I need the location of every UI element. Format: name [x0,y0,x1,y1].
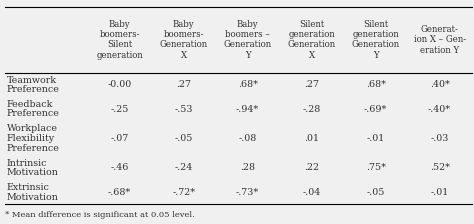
Text: Baby
boomers-
Generation
X: Baby boomers- Generation X [160,20,208,60]
Text: Silent
generation
Generation
X: Silent generation Generation X [288,20,336,60]
Text: Generat-
ion X – Gen-
eration Y: Generat- ion X – Gen- eration Y [414,25,465,55]
Text: -.24: -.24 [174,164,193,172]
Text: .68*: .68* [365,80,386,89]
Text: .27: .27 [176,80,191,89]
Text: -.40*: -.40* [428,105,451,114]
Text: -.69*: -.69* [364,105,387,114]
Text: .28: .28 [240,164,255,172]
Text: -.53: -.53 [174,105,193,114]
Text: Feedback
Preference: Feedback Preference [7,100,60,118]
Text: .40*: .40* [430,80,449,89]
Text: Silent
generation
Generation
Y: Silent generation Generation Y [352,20,400,60]
Text: Teamwork
Preference: Teamwork Preference [7,75,60,94]
Text: .68*: .68* [237,80,258,89]
Text: -.03: -.03 [430,134,449,143]
Text: -.73*: -.73* [236,188,259,197]
Text: -.05: -.05 [174,134,193,143]
Text: Intrinsic
Motivation: Intrinsic Motivation [7,159,58,177]
Text: -.01: -.01 [366,134,385,143]
Text: -.07: -.07 [110,134,129,143]
Text: .01: .01 [304,134,319,143]
Text: -.46: -.46 [110,164,129,172]
Text: -.94*: -.94* [236,105,259,114]
Text: .22: .22 [304,164,319,172]
Text: Baby
boomers –
Generation
Y: Baby boomers – Generation Y [224,20,272,60]
Text: -.72*: -.72* [172,188,195,197]
Text: * Mean difference is significant at 0.05 level.: * Mean difference is significant at 0.05… [5,211,194,219]
Text: -.28: -.28 [302,105,321,114]
Text: -.25: -.25 [110,105,129,114]
Text: -.08: -.08 [238,134,257,143]
Text: -.05: -.05 [366,188,385,197]
Text: -.01: -.01 [430,188,449,197]
Text: -0.00: -0.00 [108,80,132,89]
Text: .27: .27 [304,80,319,89]
Text: .75*: .75* [365,164,386,172]
Text: -.68*: -.68* [108,188,131,197]
Text: .52*: .52* [429,164,450,172]
Text: Extrinsic
Motivation: Extrinsic Motivation [7,183,58,202]
Text: -.04: -.04 [302,188,321,197]
Text: Baby
boomers-
Silent
generation: Baby boomers- Silent generation [96,20,143,60]
Text: Workplace
Flexibility
Preference: Workplace Flexibility Preference [7,124,60,153]
